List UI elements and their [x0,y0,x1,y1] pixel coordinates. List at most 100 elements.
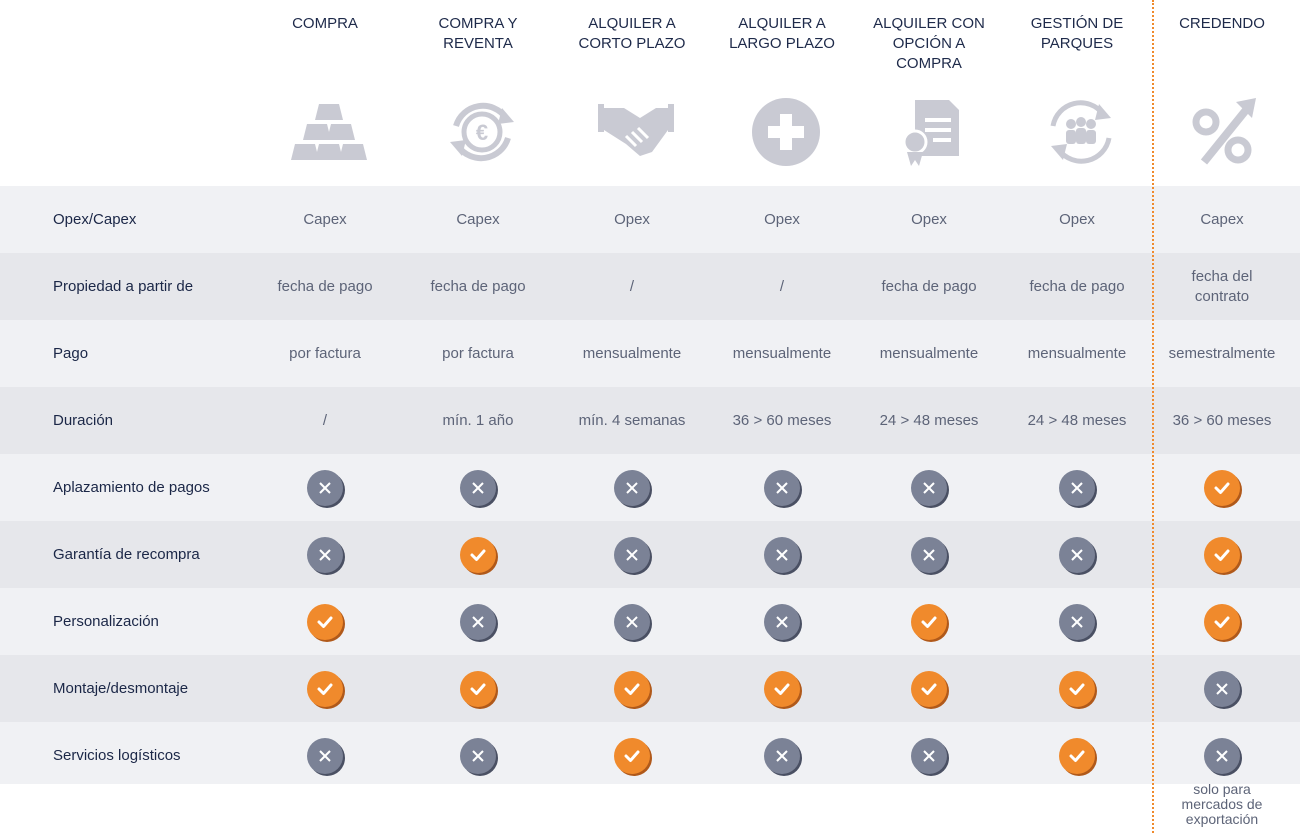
table-cell: Capex [456,210,500,228]
cross-icon [614,536,650,573]
check-icon [1204,603,1240,640]
cross-icon [1059,603,1095,640]
table-cell: mensualmente [1027,344,1127,362]
table-cell [405,521,551,588]
check-icon [911,670,947,707]
table-cell [405,655,551,722]
check-icon [1059,670,1095,707]
table-cell: Capex [1200,210,1244,228]
table-cell: Opex [1059,210,1095,228]
table-cell: / [779,277,785,295]
people-cycle-icon [1041,96,1121,168]
comparison-header: COMPRA COMPRA Y REVENTA € ALQUILER A CORT… [0,0,1300,186]
gold-bars-icon [289,96,369,168]
row-label: Duración [53,412,114,429]
table-cell [709,588,855,655]
table-cell: mín. 4 semanas [578,411,686,429]
table-cell: mín. 1 año [442,411,514,429]
cross-icon [911,536,947,573]
table-row: Garantía de recompra [0,521,1300,588]
table-cell: fecha de pago [430,277,526,295]
row-label: Garantía de recompra [53,546,200,563]
cross-icon [460,603,496,640]
table-cell [709,521,855,588]
plus-circle-icon [746,96,826,168]
cross-icon [307,469,343,506]
table-cell: semestralmente [1168,344,1276,362]
table-cell: fecha de pago [881,277,977,295]
table-cell [856,521,1002,588]
table-cell: mensualmente [582,344,682,362]
cross-icon [764,469,800,506]
handshake-icon [596,96,676,168]
cross-icon [460,469,496,506]
table-cell [856,454,1002,521]
certificate-document-icon [893,96,973,168]
table-cell: Capex [303,210,347,228]
table-cell [559,521,705,588]
table-cell [709,655,855,722]
cross-icon [614,469,650,506]
cross-icon [1204,737,1240,774]
row-label: Montaje/desmontaje [53,680,189,697]
table-cell [1004,454,1150,521]
check-icon [307,603,343,640]
table-row: Opex/Capex Capex Capex Opex Opex Opex Opex Cape… [0,186,1300,253]
table-cell [252,454,398,521]
check-icon [911,603,947,640]
table-cell: 24 > 48 meses [1027,411,1127,429]
table-cell: fecha de pago [277,277,373,295]
row-label: Opex/Capex [53,211,137,228]
cross-icon [307,536,343,573]
table-cell [559,655,705,722]
row-label: Personalización [53,613,159,630]
cross-icon [460,737,496,774]
check-icon [460,670,496,707]
table-row: Pago por factura por factura mensualmente me… [0,320,1300,387]
table-row: Propiedad a partir de fecha de pago fecha … [0,253,1300,320]
table-row: Servicios logísticos [0,722,1300,784]
check-icon [614,737,650,774]
table-cell: fecha de pago [1029,277,1125,295]
table-cell [252,655,398,722]
table-row: Personalización [0,588,1300,655]
table-cell [1149,521,1295,588]
percent-arrow-icon [1186,96,1266,168]
table-cell [252,521,398,588]
check-icon [614,670,650,707]
table-cell: Opex [911,210,947,228]
table-row: Montaje/desmontaje [0,655,1300,722]
table-cell [1004,722,1150,789]
table-cell [252,588,398,655]
table-cell: por factura [442,344,514,362]
cross-icon [764,603,800,640]
check-icon [764,670,800,707]
check-icon [1204,469,1240,506]
table-cell [559,454,705,521]
column-header: ALQUILER A CORTO PLAZO [578,15,686,52]
table-cell [559,588,705,655]
table-cell [405,722,551,789]
column-header: GESTIÓN DE PARQUES [1030,15,1124,52]
cross-icon [1059,536,1095,573]
column-header: ALQUILER A LARGO PLAZO [729,15,835,52]
table-cell [709,454,855,521]
table-cell: por factura [289,344,361,362]
cross-icon [1059,469,1095,506]
table-cell [1004,521,1150,588]
column-header: COMPRA Y REVENTA [438,15,518,52]
euro-cycle-icon: € [442,96,522,168]
table-cell [1004,655,1150,722]
table-cell [856,588,1002,655]
svg-text:€: € [476,120,488,145]
column-header: COMPRA [292,15,358,32]
table-cell [252,722,398,789]
table-cell: fecha del contrato [1191,267,1253,305]
table-cell [405,588,551,655]
row-label: Aplazamiento de pagos [53,479,210,496]
table-cell [856,722,1002,789]
cross-icon [764,536,800,573]
table-cell [559,722,705,789]
table-cell: / [629,277,635,295]
column-header: ALQUILER CON OPCIÓN A COMPRA [873,15,985,72]
